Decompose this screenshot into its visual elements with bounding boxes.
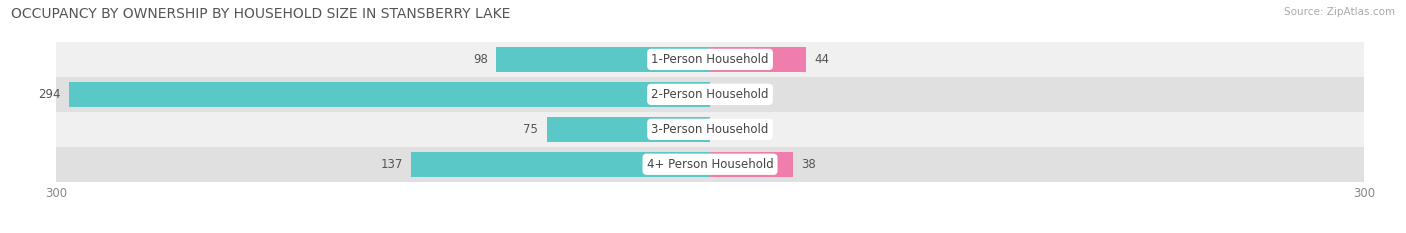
Text: 75: 75 bbox=[523, 123, 538, 136]
Text: 98: 98 bbox=[472, 53, 488, 66]
Text: Source: ZipAtlas.com: Source: ZipAtlas.com bbox=[1284, 7, 1395, 17]
Text: 3-Person Household: 3-Person Household bbox=[651, 123, 769, 136]
Bar bbox=[56, 147, 1364, 182]
Text: 2-Person Household: 2-Person Household bbox=[651, 88, 769, 101]
Bar bbox=[496, 47, 710, 72]
Text: 1-Person Household: 1-Person Household bbox=[651, 53, 769, 66]
Bar bbox=[710, 47, 806, 72]
Bar bbox=[547, 117, 710, 142]
Text: 44: 44 bbox=[814, 53, 830, 66]
Text: 38: 38 bbox=[801, 158, 817, 171]
Bar bbox=[56, 42, 1364, 77]
Text: 0: 0 bbox=[718, 123, 725, 136]
Text: 4+ Person Household: 4+ Person Household bbox=[647, 158, 773, 171]
Bar bbox=[412, 152, 710, 177]
Text: 0: 0 bbox=[718, 88, 725, 101]
Text: 294: 294 bbox=[38, 88, 60, 101]
Bar bbox=[56, 112, 1364, 147]
Text: OCCUPANCY BY OWNERSHIP BY HOUSEHOLD SIZE IN STANSBERRY LAKE: OCCUPANCY BY OWNERSHIP BY HOUSEHOLD SIZE… bbox=[11, 7, 510, 21]
Bar bbox=[710, 152, 793, 177]
Bar bbox=[56, 77, 1364, 112]
Text: 137: 137 bbox=[381, 158, 402, 171]
Bar bbox=[69, 82, 710, 107]
